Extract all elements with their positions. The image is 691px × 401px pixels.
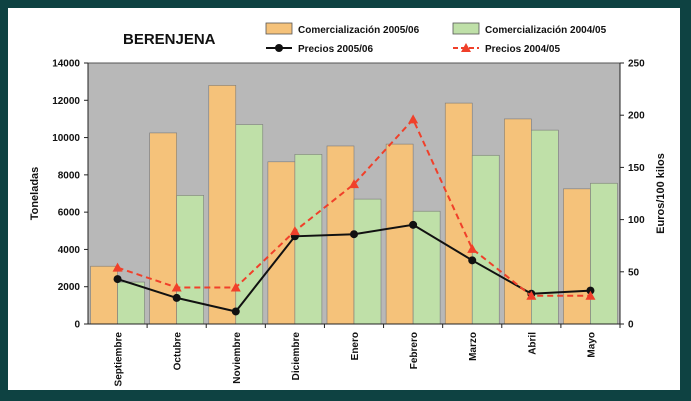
axes-group: 0 2000 4000 6000 8000 10000 12000 14000 0 50 100 15…: [52, 59, 645, 387]
bar-2005-06-marzo: [444, 102, 473, 325]
legend-item-2-swatch: [452, 22, 480, 35]
price-point-2004-05-noviembre: [230, 282, 241, 292]
price-point-2005-06-enero: [350, 230, 358, 239]
bar-2004-05-mayo: [590, 182, 618, 325]
price-point-2004-05-octubre: [171, 282, 182, 292]
lines-group: [112, 114, 596, 316]
y-left-tick-label: 10000: [52, 133, 80, 144]
price-point-2004-05-enero: [349, 179, 359, 189]
y-right-tick-label: 50: [628, 267, 640, 278]
bar-2005-06-noviembre: [208, 85, 237, 325]
bar-2005-06-febrero: [385, 143, 414, 325]
price-point-2004-05-mayo: [585, 290, 596, 300]
legend-item-3-label: Precios 2005/06: [298, 44, 373, 55]
bar-2005-06-mayo: [563, 188, 591, 325]
price-point-2004-05-abril: [526, 290, 537, 300]
bar-2004-05-septiembre: [117, 281, 145, 325]
y-right-tick-label: 0: [628, 320, 634, 331]
legend: Comercialización 2005/06 Comercialización…: [265, 22, 607, 55]
chart-title: BERENJENA: [123, 31, 216, 48]
x-tick-label-marzo: Marzo: [468, 332, 479, 361]
legend-item-1-swatch: [265, 22, 293, 35]
y-right-tick-label: 100: [628, 215, 645, 226]
bar-2005-06-octubre: [149, 132, 177, 325]
bar-2004-05-abril: [531, 129, 559, 325]
price-point-2005-06-octubre: [172, 293, 181, 302]
y-left-tick-label: 8000: [58, 170, 81, 181]
bars-group: [90, 85, 618, 325]
x-tick-label-mayo: Mayo: [586, 332, 597, 358]
y-left-tick-label: 4000: [58, 245, 81, 256]
x-tick-label-diciembre: Diciembre: [291, 332, 302, 381]
y-axis-right-label: Euros/100 kilos: [655, 153, 667, 234]
bar-2005-06-septiembre: [90, 265, 118, 325]
price-point-2005-06-febrero: [409, 220, 418, 229]
price-point-2004-05-diciembre: [289, 226, 300, 236]
y-left-tick-label: 2000: [58, 282, 81, 293]
legend-item-4-label: Precios 2004/05: [485, 44, 560, 55]
price-point-2005-06-septiembre: [113, 275, 122, 284]
bar-2004-05-enero: [353, 198, 382, 325]
bar-2004-05-febrero: [412, 210, 441, 325]
bar-2004-05-diciembre: [294, 154, 323, 325]
price-point-2004-05-septiembre: [112, 262, 123, 272]
legend-item-3-marker: [275, 44, 283, 52]
price-point-2005-06-mayo: [586, 286, 595, 295]
bar-2005-06-abril: [504, 118, 532, 325]
bar-2004-05-marzo: [471, 154, 500, 325]
x-tick-label-septiembre: Septiembre: [114, 332, 125, 387]
combo-chart: BERENJENA Comercialización 2005/06 Comerc…: [29, 22, 667, 387]
x-tick-label-abril: Abril: [527, 332, 538, 355]
legend-item-4-marker: [461, 43, 471, 52]
legend-item-2-label: Comercialización 2004/05: [485, 25, 607, 36]
price-point-2005-06-marzo: [468, 256, 477, 265]
price-point-2005-06-noviembre: [231, 307, 240, 316]
y-left-tick-label: 0: [74, 320, 80, 331]
y-axis-left-label: Toneladas: [29, 167, 41, 221]
y-left-tick-label: 14000: [52, 59, 80, 70]
y-right-tick-label: 200: [628, 111, 645, 122]
chart-panel: BERENJENA Comercialización 2005/06 Comerc…: [8, 8, 680, 390]
bar-2004-05-octubre: [176, 195, 204, 325]
legend-item-1-label: Comercialización 2005/06: [298, 25, 420, 36]
y-left-tick-label: 12000: [52, 96, 80, 107]
price-line-2004-05: [117, 117, 591, 297]
y-right-tick-label: 150: [628, 163, 645, 174]
price-point-2004-05-febrero: [408, 114, 419, 124]
x-tick-label-octubre: Octubre: [173, 332, 184, 371]
x-tick-label-noviembre: Noviembre: [232, 332, 243, 384]
price-point-2004-05-marzo: [467, 243, 478, 253]
x-tick-label-febrero: Febrero: [409, 332, 420, 369]
y-right-tick-label: 250: [628, 59, 645, 70]
x-tick-label-enero: Enero: [350, 332, 361, 360]
y-left-tick-label: 6000: [58, 208, 81, 219]
